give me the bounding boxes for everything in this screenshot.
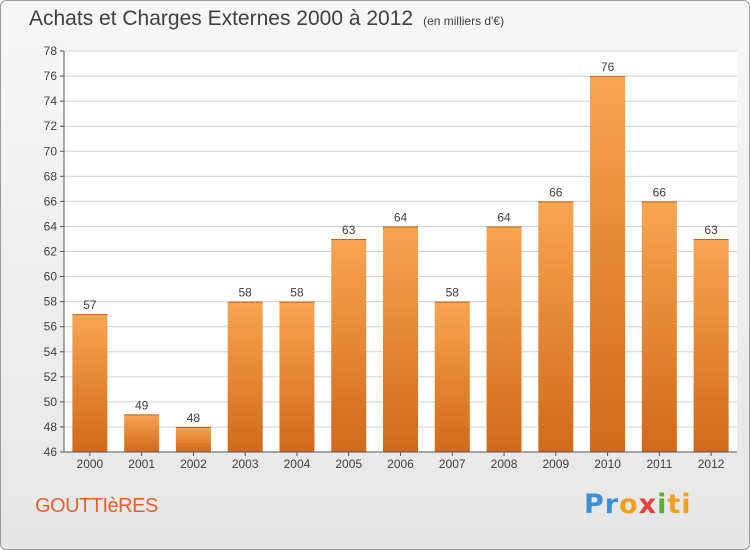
x-tick-label: 2008 (491, 457, 518, 471)
data-label: 58 (446, 286, 460, 300)
chart-title: Achats et Charges Externes 2000 à 2012 (e… (29, 7, 504, 31)
x-tick-label: 2000 (77, 457, 104, 471)
data-label: 48 (187, 411, 201, 425)
data-label: 63 (704, 223, 718, 237)
bar (331, 238, 367, 452)
y-tick-label: 56 (44, 320, 58, 334)
data-label: 49 (135, 398, 149, 412)
logo-part: i (657, 489, 668, 520)
x-tick-label: 2012 (698, 457, 725, 471)
bar (72, 314, 108, 452)
data-label: 57 (83, 298, 97, 312)
bar (434, 301, 470, 452)
y-tick-label: 58 (44, 295, 58, 309)
y-tick-label: 52 (44, 370, 58, 384)
y-tick-label: 74 (44, 94, 58, 108)
bar-layer (72, 76, 729, 452)
proxiti-logo: Proxiti (584, 489, 692, 520)
y-tick-label: 60 (44, 270, 58, 284)
x-tick-label: 2011 (646, 457, 672, 471)
data-label: 64 (394, 210, 408, 224)
bar (124, 414, 160, 452)
data-label: 64 (497, 210, 511, 224)
chart-title-text: Achats et Charges Externes 2000 à 2012 (29, 7, 414, 30)
commune-name: GOUTTIèRES (35, 495, 158, 517)
bar (486, 226, 522, 452)
x-tick-label: 2006 (387, 457, 414, 471)
bar (641, 201, 677, 452)
data-label: 58 (290, 286, 304, 300)
x-tick-label: 2002 (180, 457, 207, 471)
x-tick-label: 2007 (439, 457, 466, 471)
y-tick-label: 46 (44, 445, 58, 459)
y-tick-label: 78 (44, 44, 58, 58)
chart-subtitle: (en milliers d'€) (423, 14, 505, 28)
logo-part: Pr (584, 489, 620, 520)
data-label: 76 (601, 60, 615, 74)
logo-part: ti (667, 489, 692, 520)
y-tick-label: 76 (44, 69, 58, 83)
x-tick-label: 2005 (335, 457, 362, 471)
bar (175, 426, 211, 452)
data-label: 58 (239, 286, 253, 300)
y-tick-label: 62 (44, 245, 58, 259)
y-tick-label: 50 (44, 395, 58, 409)
y-tick-label: 48 (44, 420, 58, 434)
bar (383, 226, 418, 452)
y-tick-label: 66 (44, 194, 58, 208)
y-tick-label: 72 (44, 119, 58, 133)
data-label: 63 (342, 223, 356, 237)
x-tick-label: 2009 (542, 457, 569, 471)
logo-part: o (619, 489, 639, 520)
bar (590, 76, 626, 452)
y-tick-label: 54 (44, 345, 58, 359)
y-tick-label: 68 (44, 169, 58, 183)
x-tick-label: 2010 (594, 457, 621, 471)
bar (538, 201, 574, 452)
x-tick-label: 2004 (284, 457, 311, 471)
y-tick-label: 70 (44, 144, 58, 158)
data-label: 66 (549, 185, 563, 199)
data-label: 66 (653, 185, 667, 199)
logo-part: x (638, 489, 658, 520)
y-tick-label: 64 (44, 219, 58, 233)
axis-layer: 46 48 50 52 54 56 58 60 62 64 66 68 70 72 74 76 78 2000 20… (44, 44, 737, 471)
x-tick-label: 2001 (128, 457, 155, 471)
x-tick-label: 2003 (232, 457, 259, 471)
label-layer: 57 49 48 58 58 63 64 58 64 66 76 66 63 (83, 60, 718, 425)
bar (279, 301, 315, 452)
bar (227, 301, 263, 452)
bar (693, 238, 729, 452)
